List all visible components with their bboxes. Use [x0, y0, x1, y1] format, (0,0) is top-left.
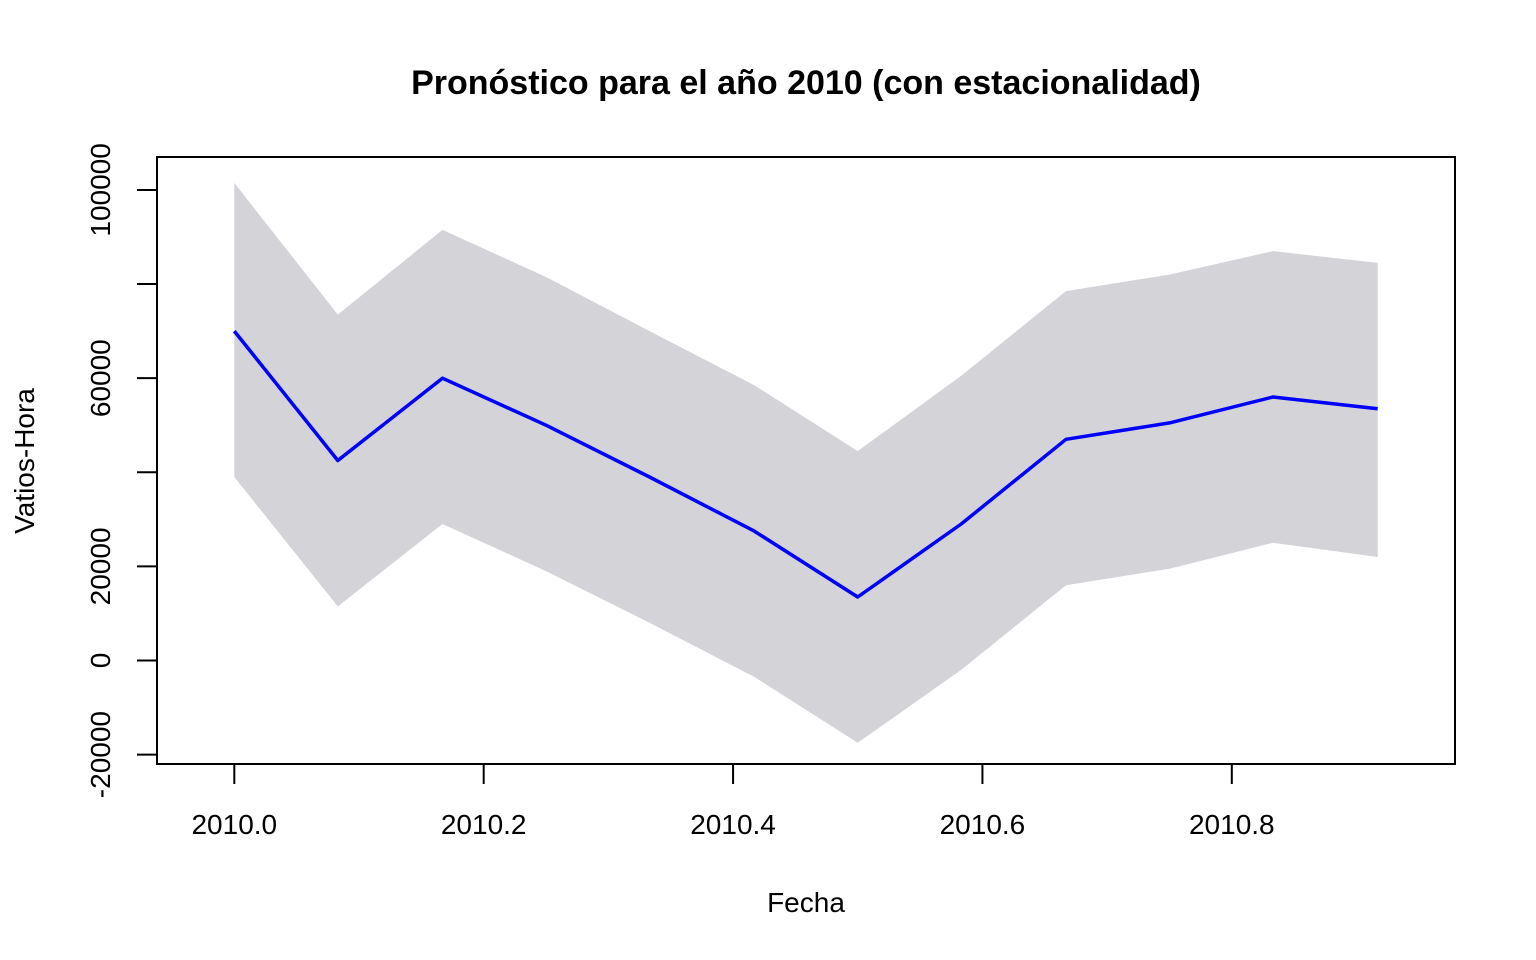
x-axis: 2010.0 2010.2 2010.4 2010.6 2010.8: [191, 764, 1275, 840]
y-tick-label: 0: [85, 653, 116, 669]
forecast-line: [232, 330, 1378, 599]
plot-frame: [156, 156, 1456, 765]
prediction-interval-band: [234, 182, 1378, 743]
x-tick-label: 2010.0: [191, 809, 277, 840]
x-axis-label: Fecha: [767, 887, 845, 918]
y-tick-label: 20000: [85, 527, 116, 605]
plot-area: [232, 182, 1378, 743]
x-tick-label: 2010.4: [690, 809, 776, 840]
y-tick-label: 60000: [85, 339, 116, 417]
x-tick-label: 2010.2: [441, 809, 527, 840]
x-tick-label: 2010.8: [1189, 809, 1275, 840]
y-tick-label: -20000: [85, 711, 116, 798]
y-axis: -20000 0 20000 60000 100000: [85, 143, 157, 798]
x-tick-label: 2010.6: [940, 809, 1026, 840]
chart-title: Pronóstico para el año 2010 (con estacio…: [411, 64, 1201, 102]
y-axis-label: Vatios-Hora: [9, 388, 40, 534]
y-tick-label: 100000: [85, 143, 116, 236]
